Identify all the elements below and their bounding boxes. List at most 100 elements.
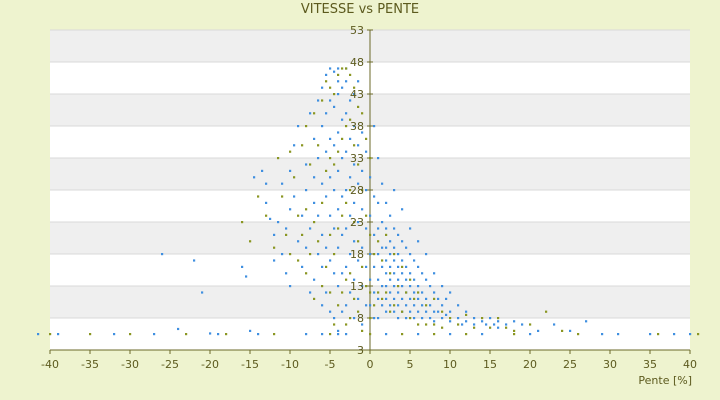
data-point <box>305 189 308 192</box>
data-point <box>349 253 352 256</box>
data-point <box>405 317 408 320</box>
data-point <box>433 323 436 326</box>
data-point <box>481 320 484 323</box>
data-point <box>349 317 352 320</box>
data-point <box>345 323 348 326</box>
data-point <box>37 333 40 336</box>
data-point <box>373 125 376 128</box>
data-point <box>289 285 292 288</box>
data-point <box>305 333 308 336</box>
data-point <box>333 144 336 147</box>
data-point <box>345 333 348 336</box>
data-point <box>413 304 416 307</box>
data-point <box>385 291 388 294</box>
data-point <box>337 93 340 96</box>
data-point <box>361 189 364 192</box>
data-point <box>365 150 368 153</box>
data-point <box>333 189 336 192</box>
data-point <box>489 317 492 320</box>
y-tick-label: 33 <box>350 152 364 165</box>
data-point <box>373 233 376 236</box>
data-point <box>285 227 288 230</box>
data-point <box>381 182 384 185</box>
data-point <box>385 285 388 288</box>
data-point <box>389 265 392 268</box>
data-point <box>401 272 404 275</box>
data-point <box>317 99 320 102</box>
data-point <box>369 291 372 294</box>
data-point <box>261 169 264 172</box>
data-point <box>185 333 188 336</box>
data-point <box>321 233 324 236</box>
data-point <box>413 291 416 294</box>
data-point <box>341 310 344 313</box>
data-point <box>417 265 420 268</box>
data-point <box>425 304 428 307</box>
data-point <box>413 278 416 281</box>
data-point <box>313 297 316 300</box>
data-point <box>397 233 400 236</box>
data-point <box>337 208 340 211</box>
data-point <box>321 182 324 185</box>
data-point <box>377 278 380 281</box>
data-point <box>393 304 396 307</box>
data-point <box>393 189 396 192</box>
data-point <box>309 227 312 230</box>
y-tick-label: 13 <box>350 280 364 293</box>
data-point <box>337 285 340 288</box>
data-point <box>349 291 352 294</box>
data-point <box>657 333 660 336</box>
data-point <box>317 214 320 217</box>
data-points <box>37 67 700 336</box>
data-point <box>385 297 388 300</box>
data-point <box>337 246 340 249</box>
data-point <box>389 240 392 243</box>
data-point <box>529 323 532 326</box>
data-point <box>313 112 316 115</box>
data-point <box>513 320 516 323</box>
data-point <box>697 333 700 336</box>
data-point <box>425 253 428 256</box>
data-point <box>393 297 396 300</box>
data-point <box>305 272 308 275</box>
data-point <box>313 176 316 179</box>
data-point <box>425 323 428 326</box>
data-point <box>353 278 356 281</box>
x-tick-label: -30 <box>121 358 139 371</box>
y-tick-label: 28 <box>350 184 364 197</box>
data-point <box>429 304 432 307</box>
data-point <box>341 157 344 160</box>
data-point <box>377 291 380 294</box>
data-point <box>433 272 436 275</box>
data-point <box>357 259 360 262</box>
data-point <box>329 99 332 102</box>
data-point <box>381 285 384 288</box>
data-point <box>245 275 248 278</box>
data-point <box>421 304 424 307</box>
data-point <box>513 329 516 332</box>
data-point <box>445 297 448 300</box>
data-point <box>349 73 352 76</box>
data-point <box>413 259 416 262</box>
data-point <box>381 265 384 268</box>
data-point <box>321 201 324 204</box>
data-point <box>421 317 424 320</box>
data-point <box>325 112 328 115</box>
x-tick-label: -20 <box>201 358 219 371</box>
y-tick-label: 38 <box>350 120 364 133</box>
data-point <box>89 333 92 336</box>
data-point <box>441 310 444 313</box>
data-point <box>433 310 436 313</box>
data-point <box>333 272 336 275</box>
data-point <box>401 240 404 243</box>
data-point <box>357 105 360 108</box>
data-point <box>353 93 356 96</box>
data-point <box>361 246 364 249</box>
data-point <box>345 112 348 115</box>
data-point <box>385 201 388 204</box>
data-point <box>361 131 364 134</box>
data-point <box>357 182 360 185</box>
y-tick-label: 43 <box>350 88 364 101</box>
data-point <box>673 333 676 336</box>
data-point <box>305 246 308 249</box>
